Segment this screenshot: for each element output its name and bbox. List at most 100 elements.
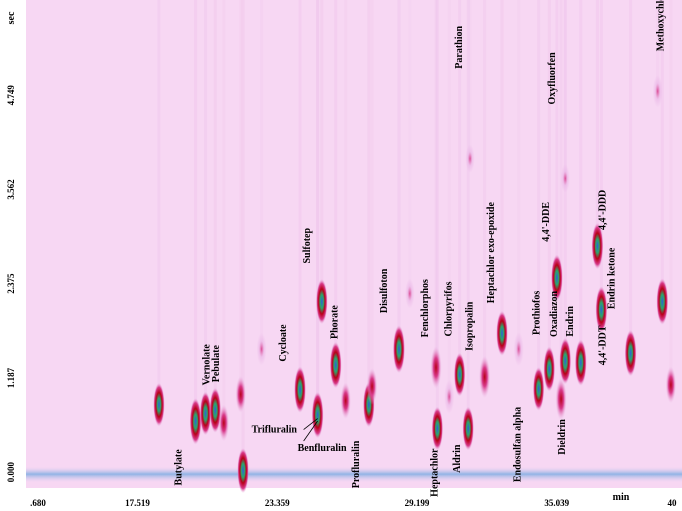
peak-streak: [298, 0, 302, 390]
compound-label: Endrin: [565, 306, 576, 337]
peak-streak: [466, 0, 470, 429]
baseline-band: [26, 466, 682, 483]
y-tick-label: 3.562: [6, 179, 16, 200]
unlabeled-peak: [235, 375, 246, 413]
compound-label: Oxyfluorfen: [547, 52, 558, 105]
peak-streak: [367, 0, 371, 405]
peak-layer: [153, 74, 677, 494]
compound-peak: [595, 286, 608, 333]
y-axis-label: sec: [6, 11, 17, 24]
compound-label: Oxadiazon: [549, 290, 560, 337]
peak-streak: [483, 0, 487, 377]
compound-peak: [453, 352, 466, 397]
peak-streak: [559, 0, 563, 400]
unlabeled-peak: [340, 382, 351, 420]
compound-peak: [555, 377, 567, 421]
compound-label: Aldrin: [452, 444, 463, 473]
peak-streak: [555, 0, 559, 278]
peak-streak: [239, 0, 243, 395]
compound-label: Heptachlor: [429, 448, 440, 497]
compound-label: Butylate: [174, 449, 185, 486]
compound-peak: [431, 406, 444, 451]
x-tick-label: .680: [30, 498, 46, 508]
x-tick-label: 40: [668, 498, 678, 508]
x-tick-label: 35.039: [544, 498, 569, 508]
peak-streak: [344, 0, 348, 401]
compound-peak: [294, 366, 306, 413]
peak-streak: [669, 0, 673, 385]
compound-peak: [430, 346, 442, 389]
compound-label: Fenchlorphos: [420, 279, 431, 337]
peak-streak: [204, 0, 208, 414]
peak-streak: [547, 0, 551, 369]
peak-streak: [468, 0, 472, 159]
compound-label: Cycloate: [278, 324, 289, 362]
peak-streak: [660, 0, 664, 302]
peak-streak: [563, 0, 567, 179]
peak-streak: [334, 0, 338, 366]
compound-label: Sulfotep: [302, 228, 313, 264]
x-axis-label: min: [613, 492, 630, 503]
compound-label: Isopropalin: [465, 301, 476, 351]
compound-label: Trifluralin: [252, 425, 298, 436]
unlabeled-peak: [153, 382, 165, 427]
unlabeled-peak: [237, 447, 249, 494]
peak-streak: [213, 0, 217, 411]
peak-streak: [595, 0, 599, 246]
compound-peak: [462, 406, 474, 451]
compound-peak: [465, 144, 475, 173]
unlabeled-peak: [405, 278, 415, 309]
compound-peak: [652, 74, 663, 108]
compound-label: Heptachlor exo-epoxide: [486, 202, 497, 304]
peak-streak: [579, 0, 583, 363]
plot-background: [26, 0, 682, 488]
compound-peak: [560, 164, 570, 193]
peak-streak: [458, 0, 462, 375]
baseline-band-rect: [26, 466, 682, 483]
unlabeled-peak: [665, 366, 677, 404]
compound-peak: [551, 254, 563, 302]
compound-label: 4,4'-DDE: [541, 202, 552, 242]
peak-streak: [157, 0, 161, 405]
y-tick-label: 0.000: [6, 462, 16, 483]
compound-label: Pebulate: [211, 344, 222, 382]
peak-streak: [629, 0, 633, 354]
compound-peak: [496, 310, 508, 356]
x-tick-label: 23.359: [265, 498, 290, 508]
compound-label: Endosulfan alpha: [513, 407, 524, 482]
compound-peak: [532, 366, 545, 411]
unlabeled-peak: [366, 368, 378, 405]
compound-label: 4,4'-DDD: [597, 190, 608, 230]
compound-label: Phorate: [330, 305, 341, 339]
compound-peak: [543, 346, 556, 392]
compound-label: 4,4'-DDT: [597, 325, 608, 365]
peak-streak: [537, 0, 541, 389]
peak-streak: [370, 0, 374, 387]
peak-streak: [434, 0, 438, 368]
peak-streak: [241, 0, 245, 471]
peak-streak: [500, 0, 504, 334]
y-tick-label: 4.749: [6, 85, 16, 106]
compound-peak: [199, 391, 212, 436]
compound-label: Endrin ketone: [607, 247, 618, 309]
peak-streak: [408, 0, 412, 294]
peak-streak: [656, 0, 660, 92]
peak-streak: [316, 0, 320, 415]
compound-label: Disulfoton: [379, 268, 390, 313]
compound-label: Parathion: [454, 25, 465, 68]
compound-peak: [392, 325, 405, 374]
label-leaders: [303, 418, 318, 442]
x-tick-label: 17.519: [125, 498, 150, 508]
unlabeled-peak: [444, 379, 455, 414]
compound-label: Benfluralin: [298, 443, 347, 454]
compound-label: Profluralin: [351, 440, 362, 488]
compound-peak: [329, 341, 342, 389]
peak-streak: [320, 0, 324, 302]
peak-streak: [447, 0, 451, 397]
peak-streak: [316, 0, 320, 417]
compound-peak: [479, 355, 491, 399]
compound-peak: [559, 337, 572, 385]
axes: sec min .680 17.519 23.359 29.199 35.039 40 0.…: [6, 11, 677, 508]
peak-streak: [517, 0, 521, 350]
x-tick-label: 29.199: [405, 498, 430, 508]
